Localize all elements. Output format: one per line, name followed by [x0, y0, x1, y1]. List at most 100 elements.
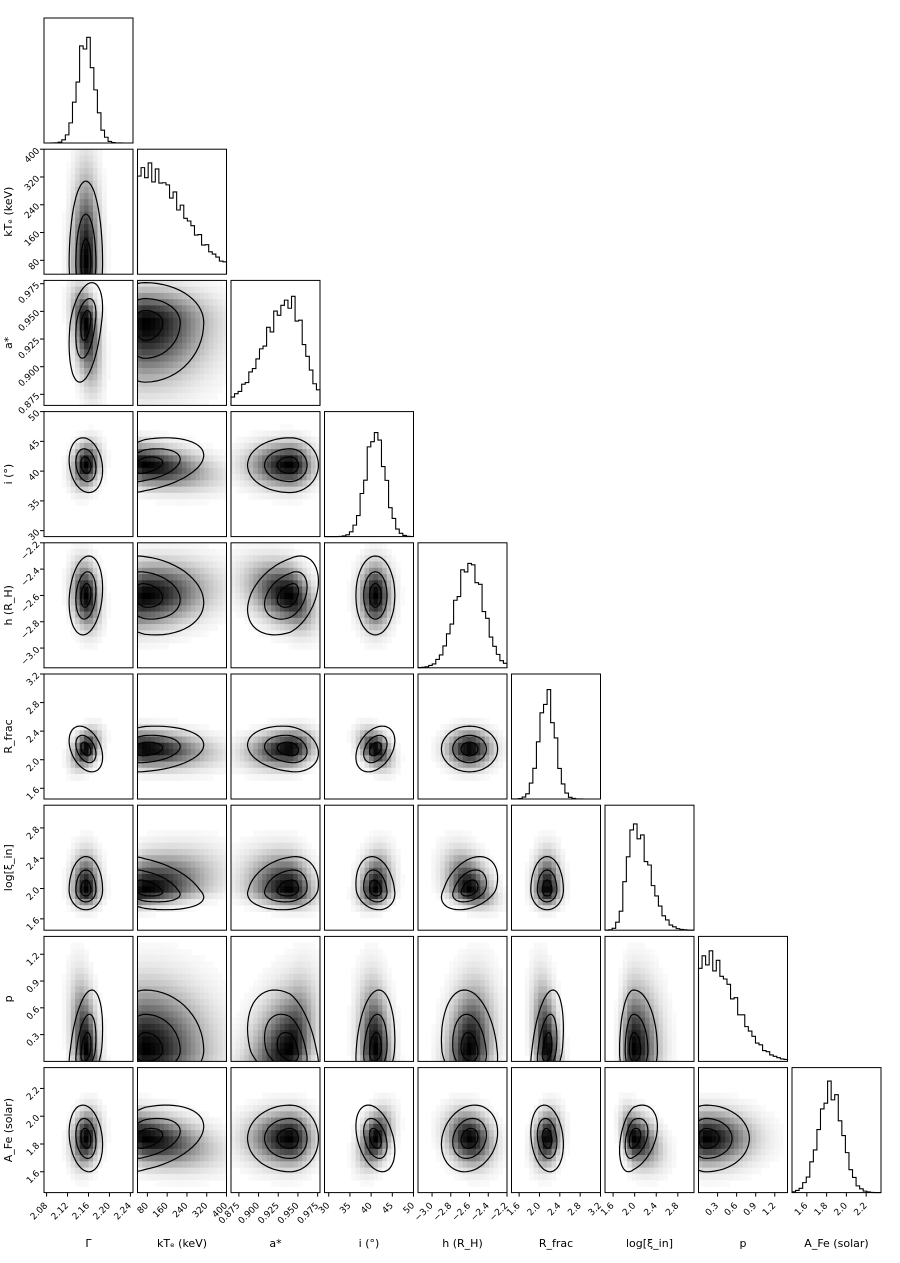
panel-frame — [417, 804, 508, 931]
contour-2 — [452, 869, 488, 903]
panel-Rfrac-a — [230, 673, 321, 800]
x-tick-label: 2.0 — [833, 1201, 850, 1218]
contour-3 — [355, 725, 396, 773]
contour-1 — [628, 1127, 642, 1149]
panel-frame — [511, 1067, 601, 1194]
x-tick-label: −2.8 — [432, 1201, 455, 1224]
panel-frame — [230, 935, 321, 1062]
x-tick-label: 35 — [338, 1201, 353, 1216]
y-tick-label: 45 — [27, 439, 42, 454]
panel-frame — [604, 804, 695, 931]
contour-2 — [137, 734, 181, 764]
y-tick-label: 1.2 — [25, 951, 42, 968]
histogram-i — [324, 431, 415, 538]
y-tick-label: 320 — [23, 174, 42, 193]
contour-3 — [137, 856, 205, 911]
contour-2 — [536, 869, 558, 903]
contour-1 — [368, 1031, 382, 1062]
contour-3 — [68, 855, 104, 911]
y-tick-label: −2.4 — [20, 566, 43, 589]
contour-2 — [75, 213, 97, 275]
contour-1 — [80, 309, 92, 341]
histogram-Rfrac — [510, 688, 601, 800]
contour-3 — [68, 282, 104, 383]
panel-frame — [230, 673, 321, 800]
contour-2 — [75, 734, 97, 764]
contour-2 — [137, 448, 181, 483]
panel-frame — [324, 411, 414, 538]
contour-3 — [440, 725, 499, 773]
x-tick-label: 2.20 — [92, 1201, 113, 1222]
contour-2 — [137, 1013, 181, 1062]
y-tick-label: 0.975 — [17, 281, 42, 306]
panel-frame — [324, 542, 414, 669]
panel-frame — [137, 542, 227, 669]
x-axis-label-AFe: A_Fe (solar) — [804, 1237, 868, 1250]
contour-3 — [137, 1104, 205, 1172]
panel-frame — [417, 935, 508, 1062]
x-tick-label: 1.2 — [761, 1201, 778, 1218]
panel-AFe-p: 0.3 0.6 0.9 1.2 — [698, 1067, 788, 1218]
panel-frame — [230, 542, 321, 669]
contour-2 — [263, 448, 308, 483]
contour-1 — [137, 741, 164, 757]
contour-1 — [276, 456, 300, 475]
x-tick-label: 45 — [381, 1201, 396, 1216]
panel-frame — [137, 804, 227, 931]
contour-3 — [246, 855, 320, 911]
x-tick-label: 160 — [151, 1201, 170, 1220]
y-axis-label-logxi: log[ξ_in] — [2, 844, 15, 891]
contour-2 — [75, 571, 97, 620]
y-tick-label: 0.900 — [17, 364, 42, 389]
contour-3 — [68, 1104, 104, 1173]
contour-3 — [137, 555, 205, 636]
panel-frame — [137, 935, 227, 1062]
contour-3 — [137, 725, 205, 773]
panel-logxi-kTe — [137, 804, 227, 931]
panel-frame — [137, 1067, 227, 1194]
contour-3 — [530, 989, 565, 1062]
contour-2 — [698, 1117, 733, 1160]
panel-frame — [604, 1067, 695, 1194]
contour-3 — [137, 437, 205, 493]
contour-2 — [363, 869, 388, 903]
histogram-gamma — [43, 36, 133, 144]
contour-2 — [75, 1013, 97, 1062]
contour-1 — [541, 1031, 553, 1062]
panel-AFe-Rfrac: 1.6 2.0 2.4 2.8 3.2 — [505, 1067, 604, 1218]
panel-frame — [417, 542, 508, 669]
y-tick-label: 240 — [23, 202, 42, 221]
contour-3 — [619, 1104, 659, 1173]
contour-2 — [137, 297, 181, 359]
panel-h-kTe — [137, 542, 227, 669]
contour-2 — [536, 1117, 558, 1159]
y-tick-label: −2.2 — [20, 540, 43, 563]
x-axis-label-Rfrac: R_frac — [539, 1237, 573, 1250]
x-tick-label: 0.6 — [723, 1201, 740, 1218]
panel-frame — [230, 804, 321, 931]
panel-frame — [137, 279, 227, 406]
contour-3 — [440, 1104, 499, 1173]
contour-2 — [452, 734, 488, 764]
contour-3 — [440, 856, 499, 911]
contour-3 — [355, 555, 396, 636]
panel-frame — [43, 17, 134, 144]
contour-3 — [619, 989, 659, 1062]
x-tick-label: 1.6 — [793, 1201, 810, 1218]
panel-frame — [137, 148, 227, 275]
contour-1 — [698, 1127, 720, 1149]
x-tick-label: 80 — [136, 1201, 151, 1216]
x-axis-label-logxi: log[ξ_in] — [626, 1237, 673, 1250]
contour-2 — [263, 734, 308, 764]
contour-1 — [368, 741, 382, 757]
panel-AFe-AFe: 1.6 1.8 2.0 2.2 — [791, 1067, 882, 1218]
y-tick-label: 3.2 — [25, 671, 42, 688]
x-tick-label: 2.4 — [643, 1201, 660, 1218]
y-axis-label-h: h (R_H) — [2, 585, 15, 625]
x-tick-label: 2.16 — [71, 1201, 92, 1222]
panel-logxi-gamma: 1.6 2.0 2.4 2.8 — [25, 804, 134, 933]
panel-frame — [511, 673, 601, 800]
contour-2 — [137, 571, 181, 620]
